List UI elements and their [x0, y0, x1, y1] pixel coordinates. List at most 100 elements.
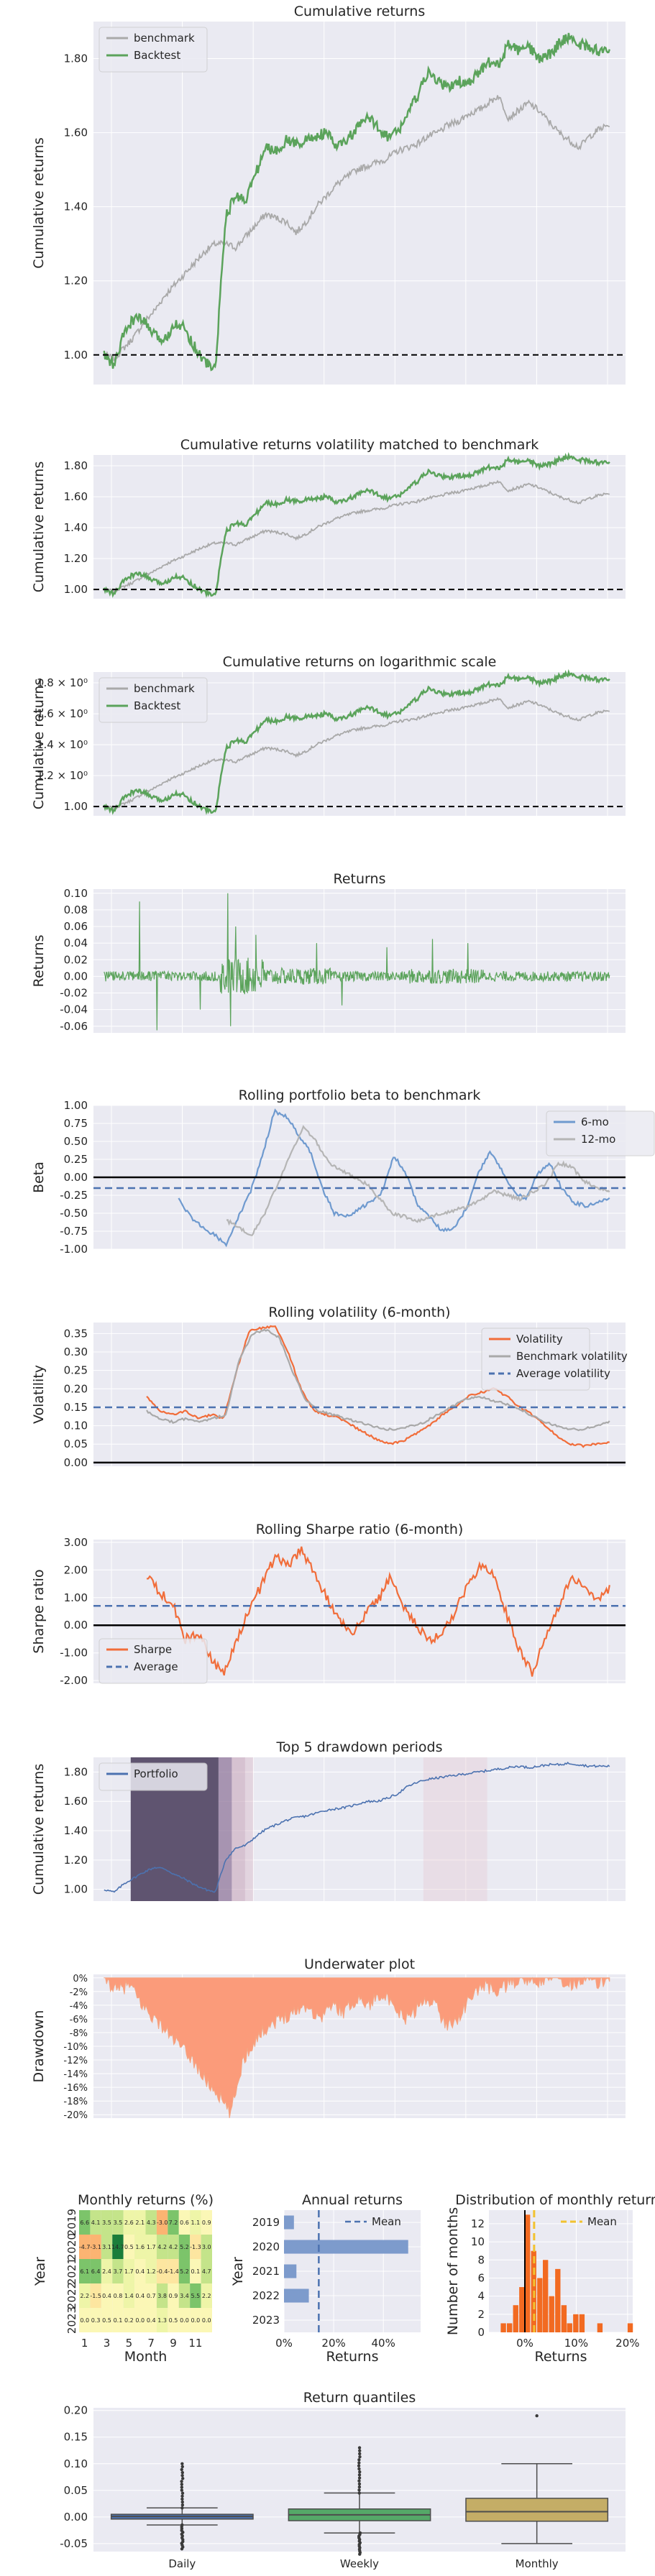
outlier	[180, 2547, 184, 2551]
legend-label: Benchmark volatility	[516, 1350, 628, 1363]
drawdown-span	[218, 1757, 232, 1901]
outlier	[357, 2479, 361, 2483]
heatmap-cell	[156, 2235, 168, 2259]
y-tick-label: 0.25	[64, 1153, 88, 1166]
y-tick-label: 1.40	[64, 521, 88, 534]
legend-label: Portfolio	[134, 1767, 178, 1780]
outlier	[358, 2470, 362, 2474]
chart-title: Rolling Sharpe ratio (6-month)	[256, 1522, 464, 1537]
heatmap-cell	[123, 2308, 135, 2332]
outlier	[180, 2473, 184, 2478]
heatmap-cell	[168, 2283, 179, 2308]
outlier	[180, 2470, 184, 2475]
heatmap-value: 0.4	[135, 2268, 145, 2275]
y-tick-label: 1.80	[64, 459, 88, 472]
histogram-bar	[627, 2323, 633, 2332]
heatmap-value: 0.7	[147, 2293, 156, 2299]
x-axis-label: Returns	[326, 2349, 379, 2365]
y-tick-label: 1.40	[64, 1824, 88, 1837]
chart-title: Rolling volatility (6-month)	[268, 1305, 450, 1320]
y-tick-label: 2.00	[64, 1563, 88, 1576]
x-tick-label: 5	[126, 2337, 133, 2350]
heatmap-value: 3.1	[102, 2244, 111, 2250]
heatmap-value: 0.6	[180, 2220, 189, 2226]
panel-annual: Annual returns 0% 20% 40% 2019 2020 2021 2022 20…	[230, 2192, 421, 2365]
histogram-bar	[555, 2268, 561, 2332]
y-tick-label: 1.00	[64, 1883, 88, 1896]
x-tick-label: 9	[170, 2337, 177, 2350]
heatmap-value: -1.3	[190, 2244, 201, 2250]
heatmap-value: 14.7	[111, 2244, 124, 2250]
panel-cumret: Cumulative returns 1.00 1.20 1.40 1.60 1.80 Cu…	[31, 4, 626, 385]
y-tick-label: 0.00	[64, 970, 88, 983]
drawdown-span	[423, 1757, 487, 1901]
outlier	[357, 2476, 362, 2480]
histogram-bar	[597, 2323, 603, 2332]
heatmap-cell	[168, 2210, 179, 2235]
y-tick-label: 2023	[252, 2314, 280, 2327]
y-tick-label: 1.20	[64, 552, 88, 565]
y-axis-label: Cumulative returns	[31, 137, 47, 268]
y-tick-label: 1.4 × 10⁰	[37, 738, 88, 751]
y-axis-label: Volatility	[31, 1365, 47, 1424]
heatmap-cell	[178, 2259, 191, 2283]
heatmap-cell	[201, 2210, 212, 2235]
heatmap-value: 0.9	[169, 2293, 178, 2299]
x-tick-label: 40%	[372, 2337, 395, 2350]
y-tick-label: 0.75	[64, 1117, 88, 1130]
outlier	[358, 2449, 362, 2452]
y-tick-label: 0.10	[64, 2457, 88, 2470]
outlier	[357, 2473, 362, 2477]
legend-label: Sharpe	[134, 1643, 172, 1656]
heatmap-cell	[112, 2210, 124, 2235]
heatmap-cell	[79, 2308, 91, 2332]
histogram-bar	[567, 2323, 572, 2332]
y-tick-label: 2021	[65, 2258, 78, 2285]
y-tick-label: -18%	[63, 2097, 88, 2107]
legend-label: Mean	[587, 2215, 617, 2228]
heatmap-value: 0.0	[191, 2317, 201, 2324]
outlier	[180, 2480, 183, 2483]
outlier	[180, 2488, 184, 2492]
legend-label: Average	[134, 1660, 178, 1673]
y-tick-label: 2019	[252, 2216, 280, 2229]
y-tick-label: 0.15	[64, 1401, 88, 1414]
heatmap-value: 0.0	[135, 2317, 145, 2324]
x-tick-label: 0%	[275, 2337, 293, 2350]
outlier	[180, 2506, 184, 2510]
y-axis-label: Beta	[31, 1162, 47, 1193]
heatmap-cell	[145, 2308, 157, 2332]
chart-title: Returns	[334, 871, 386, 887]
y-tick-label: -0.02	[60, 987, 88, 1000]
heatmap-value: 7.2	[169, 2220, 178, 2226]
y-tick-label: 1.80	[64, 52, 88, 65]
heatmap-value: -0.4	[157, 2268, 168, 2275]
y-axis-label: Drawdown	[31, 2010, 47, 2083]
series-line-benchmark	[104, 696, 610, 811]
legend-label: Average volatility	[516, 1367, 610, 1380]
x-tick-label: Weekly	[340, 2557, 379, 2570]
outlier	[180, 2485, 184, 2489]
heatmap-value: 3.5	[114, 2220, 123, 2226]
heatmap-cell	[90, 2210, 101, 2235]
series-line-12-mo	[226, 1125, 610, 1236]
outlier	[180, 2483, 184, 2486]
annual-bar	[284, 2288, 309, 2303]
y-tick-label: 1.00	[64, 1591, 88, 1604]
outlier	[357, 2485, 362, 2489]
y-tick-label: -0.25	[60, 1189, 88, 1202]
heatmap-value: 4.2	[169, 2244, 178, 2250]
annual-bar	[284, 2215, 294, 2230]
outlier	[357, 2461, 361, 2465]
heatmap-value: 3.7	[114, 2268, 123, 2275]
y-tick-label: 0.00	[64, 2511, 88, 2524]
legend-label: Backtest	[134, 699, 180, 712]
heatmap-cell	[134, 2283, 146, 2308]
chart-title: Annual returns	[302, 2192, 403, 2208]
heatmap-value: 0.8	[114, 2293, 123, 2299]
legend-label: 12-mo	[581, 1133, 615, 1146]
x-axis-label: Month	[124, 2349, 168, 2365]
histogram-bar	[500, 2323, 506, 2332]
heatmap-value: 0.5	[169, 2317, 178, 2324]
